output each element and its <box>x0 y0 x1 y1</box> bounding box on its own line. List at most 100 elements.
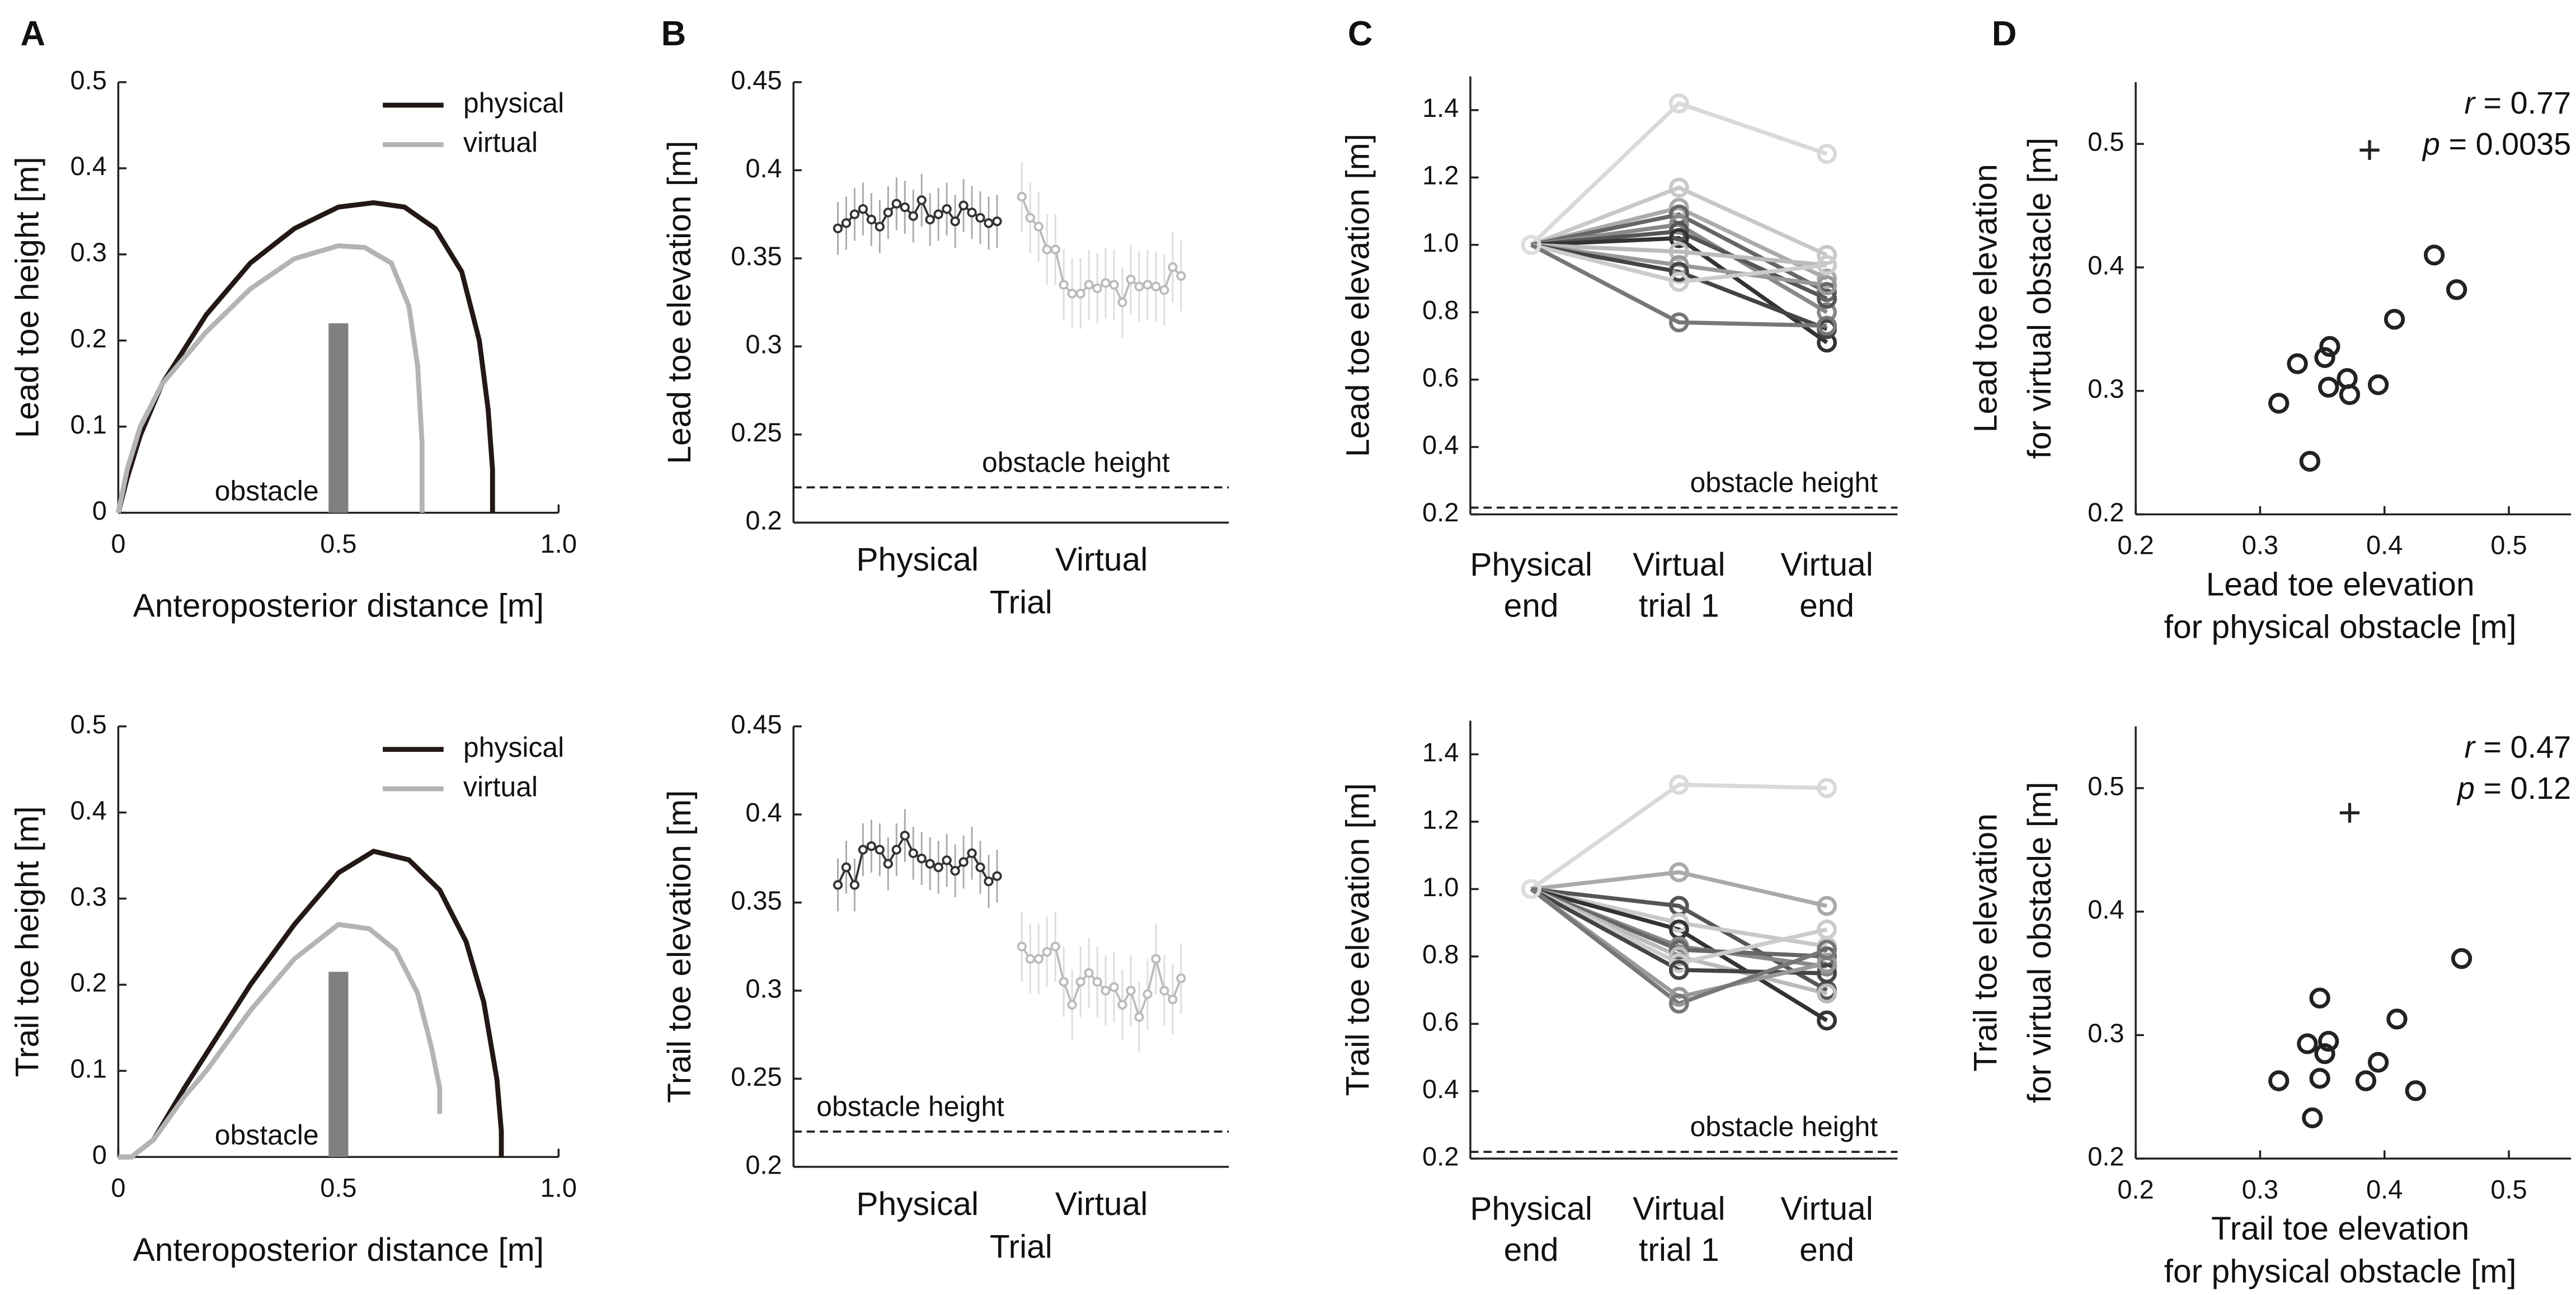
y-tick-label: 0.2 <box>745 1150 782 1179</box>
subject-point <box>1817 275 1837 295</box>
trial-point <box>1134 1012 1144 1022</box>
trial-point <box>967 848 977 858</box>
x-tick-label: 0.2 <box>2117 530 2154 560</box>
scatter-point <box>2268 393 2290 414</box>
trial-point <box>1151 281 1161 291</box>
outlier <box>2359 140 2380 160</box>
trial-point <box>883 208 893 218</box>
trial-point <box>958 200 969 211</box>
x-axis-label: Anteroposterior distance [m] <box>133 1232 544 1268</box>
trial-point <box>1176 973 1186 983</box>
legend-label: virtual <box>463 127 538 158</box>
subject-point <box>1817 244 1837 265</box>
x-axis-label: Trial <box>990 1228 1052 1265</box>
subject-point <box>1817 953 1837 973</box>
x-tick-label: 1.0 <box>540 1172 577 1202</box>
trial-point <box>1126 274 1136 285</box>
subject-point <box>1668 177 1689 198</box>
trial-point <box>1059 280 1069 290</box>
trial-point <box>942 855 952 865</box>
scatter-point <box>2405 1080 2426 1101</box>
y-tick-label: 0.4 <box>1422 430 1459 459</box>
y-tick-label: 0.3 <box>2088 1018 2124 1048</box>
trial-point <box>891 199 901 209</box>
trial-point <box>1042 244 1052 255</box>
trial-point <box>1017 191 1027 202</box>
trial-point <box>833 880 843 890</box>
trial-point <box>975 213 985 223</box>
y-tick-label: 0.25 <box>731 417 782 447</box>
trial-point <box>1025 954 1035 964</box>
y-tick-label: 0.45 <box>731 65 782 95</box>
legend-label: physical <box>463 87 564 119</box>
y-tick-label: 0.2 <box>1422 497 1459 527</box>
stat-value: = 0.77 <box>2475 85 2571 120</box>
scatter-point <box>2314 1043 2335 1065</box>
y-tick-label: 0.2 <box>1422 1142 1459 1171</box>
subject-point <box>1817 778 1837 798</box>
trial-point <box>1092 977 1102 987</box>
y-tick-label: 0.5 <box>2088 127 2124 157</box>
trial-point <box>992 216 1002 227</box>
y-tick-label: 1.0 <box>1422 872 1459 902</box>
trial-point <box>1017 941 1027 952</box>
trial-point <box>1033 222 1043 232</box>
obstacle <box>328 323 349 513</box>
subject-point <box>1817 282 1837 302</box>
obstacle-height-label: obstacle height <box>982 446 1170 478</box>
y-tick-label: 1.4 <box>1422 737 1459 767</box>
subject-line <box>1531 887 1828 992</box>
trial-point <box>883 859 893 869</box>
y-tick-label: 0.4 <box>745 797 782 827</box>
y-tick-label: 0.6 <box>1422 362 1459 392</box>
trial-point <box>1042 946 1052 957</box>
trial-point <box>1109 982 1119 992</box>
trial-point <box>1159 986 1169 996</box>
trial-point <box>1075 977 1085 987</box>
obstacle-height-label: obstacle height <box>816 1091 1004 1122</box>
y-tick-label: 0.8 <box>1422 939 1459 969</box>
group-label: Virtual <box>1055 1186 1148 1222</box>
stat-symbol: p <box>2422 126 2440 161</box>
trial-point <box>900 202 910 213</box>
trial-point <box>1101 278 1111 288</box>
trial-point <box>1050 244 1060 255</box>
x-tick-label: trial 1 <box>1639 1232 1719 1268</box>
subject-point <box>1817 144 1837 164</box>
trial-point <box>1075 289 1085 299</box>
x-axis-label: for physical obstacle [m] <box>2164 609 2517 646</box>
trial-point <box>942 204 952 214</box>
trial-point <box>875 845 885 855</box>
group-label: Physical <box>856 1186 979 1222</box>
subject-point <box>1817 939 1837 960</box>
trial-point <box>933 209 943 219</box>
y-axis-label: Trail toe elevation [m] <box>661 790 698 1103</box>
trial-point <box>1117 297 1127 308</box>
trial-point <box>1059 977 1069 987</box>
y-tick-label: 0.4 <box>745 153 782 183</box>
scatter-point <box>2299 450 2320 472</box>
trial-point <box>1143 280 1153 290</box>
trial-point <box>975 862 985 873</box>
y-tick-label: 0.3 <box>745 973 782 1003</box>
scatter-point <box>2318 1030 2339 1052</box>
trial-point <box>849 209 860 219</box>
x-tick-label: Virtual <box>1780 547 1873 583</box>
y-tick-label: 0.4 <box>70 795 107 825</box>
y-tick-label: 0.3 <box>745 329 782 359</box>
x-tick-label: Physical <box>1470 1191 1592 1227</box>
trial-point <box>1109 280 1119 290</box>
y-tick-label: 0.35 <box>731 241 782 271</box>
trial-point <box>833 223 843 233</box>
outlier <box>2339 803 2360 823</box>
trial-point <box>1168 994 1178 1005</box>
subject-point <box>1817 255 1837 275</box>
trial-point <box>1084 968 1094 978</box>
x-tick-label: 0.5 <box>2490 1174 2527 1204</box>
subject-line <box>1530 243 1827 328</box>
scatter-point <box>2424 244 2445 266</box>
trial-point <box>1143 989 1153 999</box>
x-tick-label: Virtual <box>1633 1191 1725 1227</box>
y-tick-label: 0.25 <box>731 1062 782 1091</box>
subject-point <box>1817 269 1837 289</box>
